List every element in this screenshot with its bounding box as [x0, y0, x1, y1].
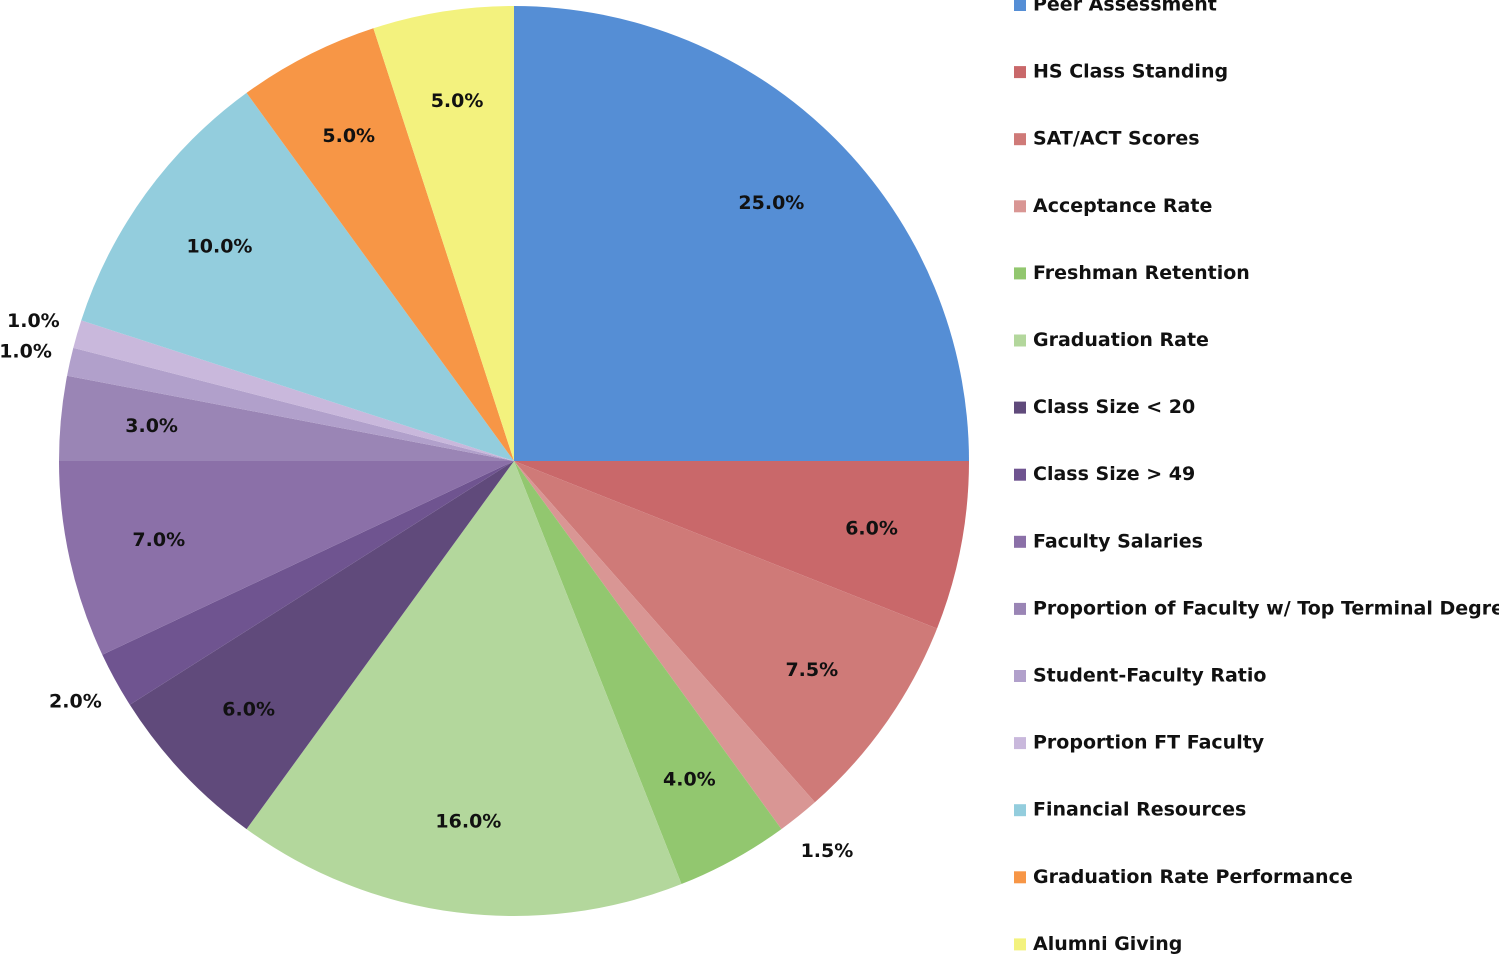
pie-slice: [373, 6, 514, 461]
legend-swatch: [1014, 401, 1026, 414]
legend-label: Freshman Retention: [1033, 262, 1250, 284]
legend-swatch: [1014, 66, 1026, 79]
legend-swatch: [1014, 938, 1026, 951]
legend-swatch: [1014, 670, 1026, 682]
data-label: 5.0%: [322, 125, 375, 147]
legend: Peer Assessment HS Class Standing SAT/ACT …: [1014, 0, 1499, 955]
legend-label: Proportion FT Faculty: [1033, 732, 1265, 754]
legend-label: Student-Faculty Ratio: [1033, 665, 1266, 687]
data-label: 7.5%: [785, 659, 838, 681]
legend-label: Alumni Giving: [1033, 933, 1182, 955]
data-label: 2.0%: [49, 691, 102, 713]
legend-swatch: [1014, 804, 1026, 817]
pie-slice: [514, 461, 969, 629]
legend-swatch: [1014, 267, 1026, 280]
legend-swatch: [1014, 871, 1026, 884]
legend-swatch: [1014, 468, 1026, 481]
data-label: 4.0%: [663, 768, 716, 790]
legend-swatch: [1014, 737, 1026, 750]
pie-slice: [81, 92, 514, 461]
legend-label: Peer Assessment: [1033, 0, 1217, 16]
data-label: 6.0%: [845, 518, 898, 540]
legend-label: HS Class Standing: [1033, 61, 1228, 83]
legend-label: Graduation Rate: [1033, 329, 1209, 351]
pie-slice: [129, 461, 514, 830]
legend-swatch: [1014, 535, 1026, 548]
pie-slice: [102, 461, 515, 705]
data-label: 1.0%: [7, 310, 60, 332]
data-label: 16.0%: [435, 811, 501, 833]
pie-slice: [73, 320, 514, 461]
data-label: 5.0%: [431, 90, 484, 112]
pie-slice: [67, 347, 515, 461]
legend-swatch: [1014, 0, 1026, 11]
legend-swatch: [1014, 200, 1026, 213]
pie-slice: [514, 461, 938, 803]
legend-label: Class Size > 49: [1033, 463, 1195, 485]
legend-swatch: [1014, 602, 1026, 615]
legend-label: Graduation Rate Performance: [1033, 866, 1353, 888]
pie: 25.0% 6.0% 7.5% 1.5% 4.0% 16.0% 6.0% 2.0% 7.0% 3.…: [0, 6, 969, 916]
data-label: 6.0%: [222, 699, 275, 721]
data-label: 10.0%: [187, 236, 253, 258]
pie-slice: [59, 461, 514, 655]
legend-label: Faculty Salaries: [1033, 530, 1203, 552]
legend-swatch: [1014, 133, 1026, 146]
legend-label: Acceptance Rate: [1033, 195, 1212, 217]
legend-label: Class Size < 20: [1033, 396, 1195, 418]
data-label: 1.0%: [0, 340, 52, 362]
pie-slice: [246, 461, 682, 916]
pie-slice: [246, 28, 514, 461]
pie-slice: [514, 6, 969, 461]
legend-label: Proportion of Faculty w/ Top Terminal De…: [1033, 597, 1499, 619]
pie-slice: [59, 375, 514, 461]
legend-label: SAT/ACT Scores: [1033, 128, 1200, 150]
legend-label: Financial Resources: [1033, 799, 1246, 821]
data-label: 7.0%: [132, 529, 185, 551]
data-label: 25.0%: [738, 192, 804, 214]
pie-slice: [514, 461, 815, 830]
data-label: 3.0%: [125, 415, 178, 437]
data-label: 1.5%: [801, 840, 854, 862]
pie-slice: [514, 461, 782, 885]
legend-swatch: [1014, 334, 1026, 347]
